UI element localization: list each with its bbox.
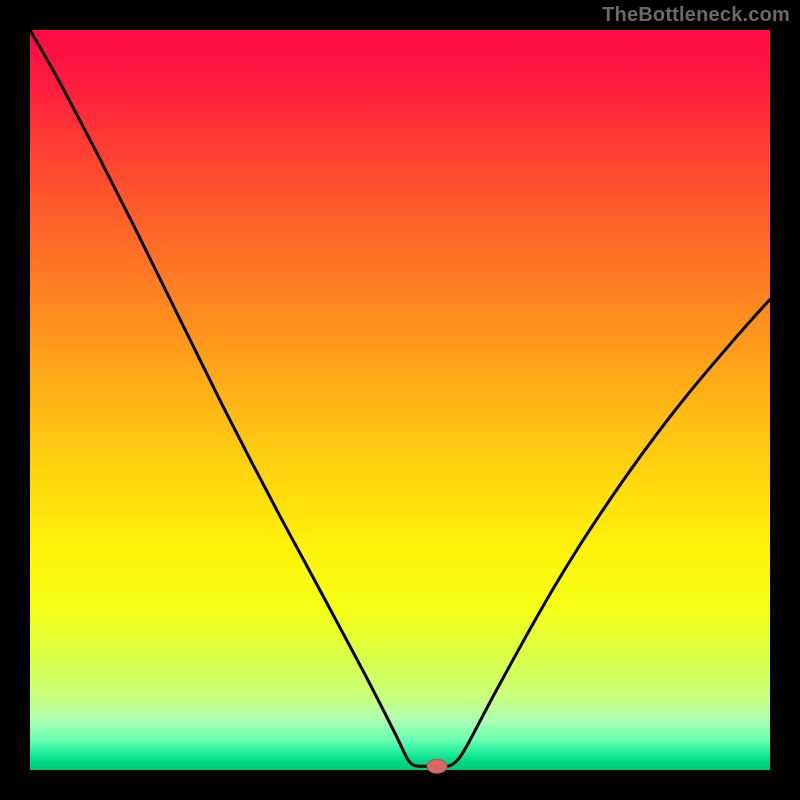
optimal-marker: [427, 759, 447, 773]
chart-plot-area: [30, 30, 770, 770]
chart-container: TheBottleneck.com: [0, 0, 800, 800]
chart-svg: [0, 0, 800, 800]
watermark-label: TheBottleneck.com: [602, 4, 790, 27]
